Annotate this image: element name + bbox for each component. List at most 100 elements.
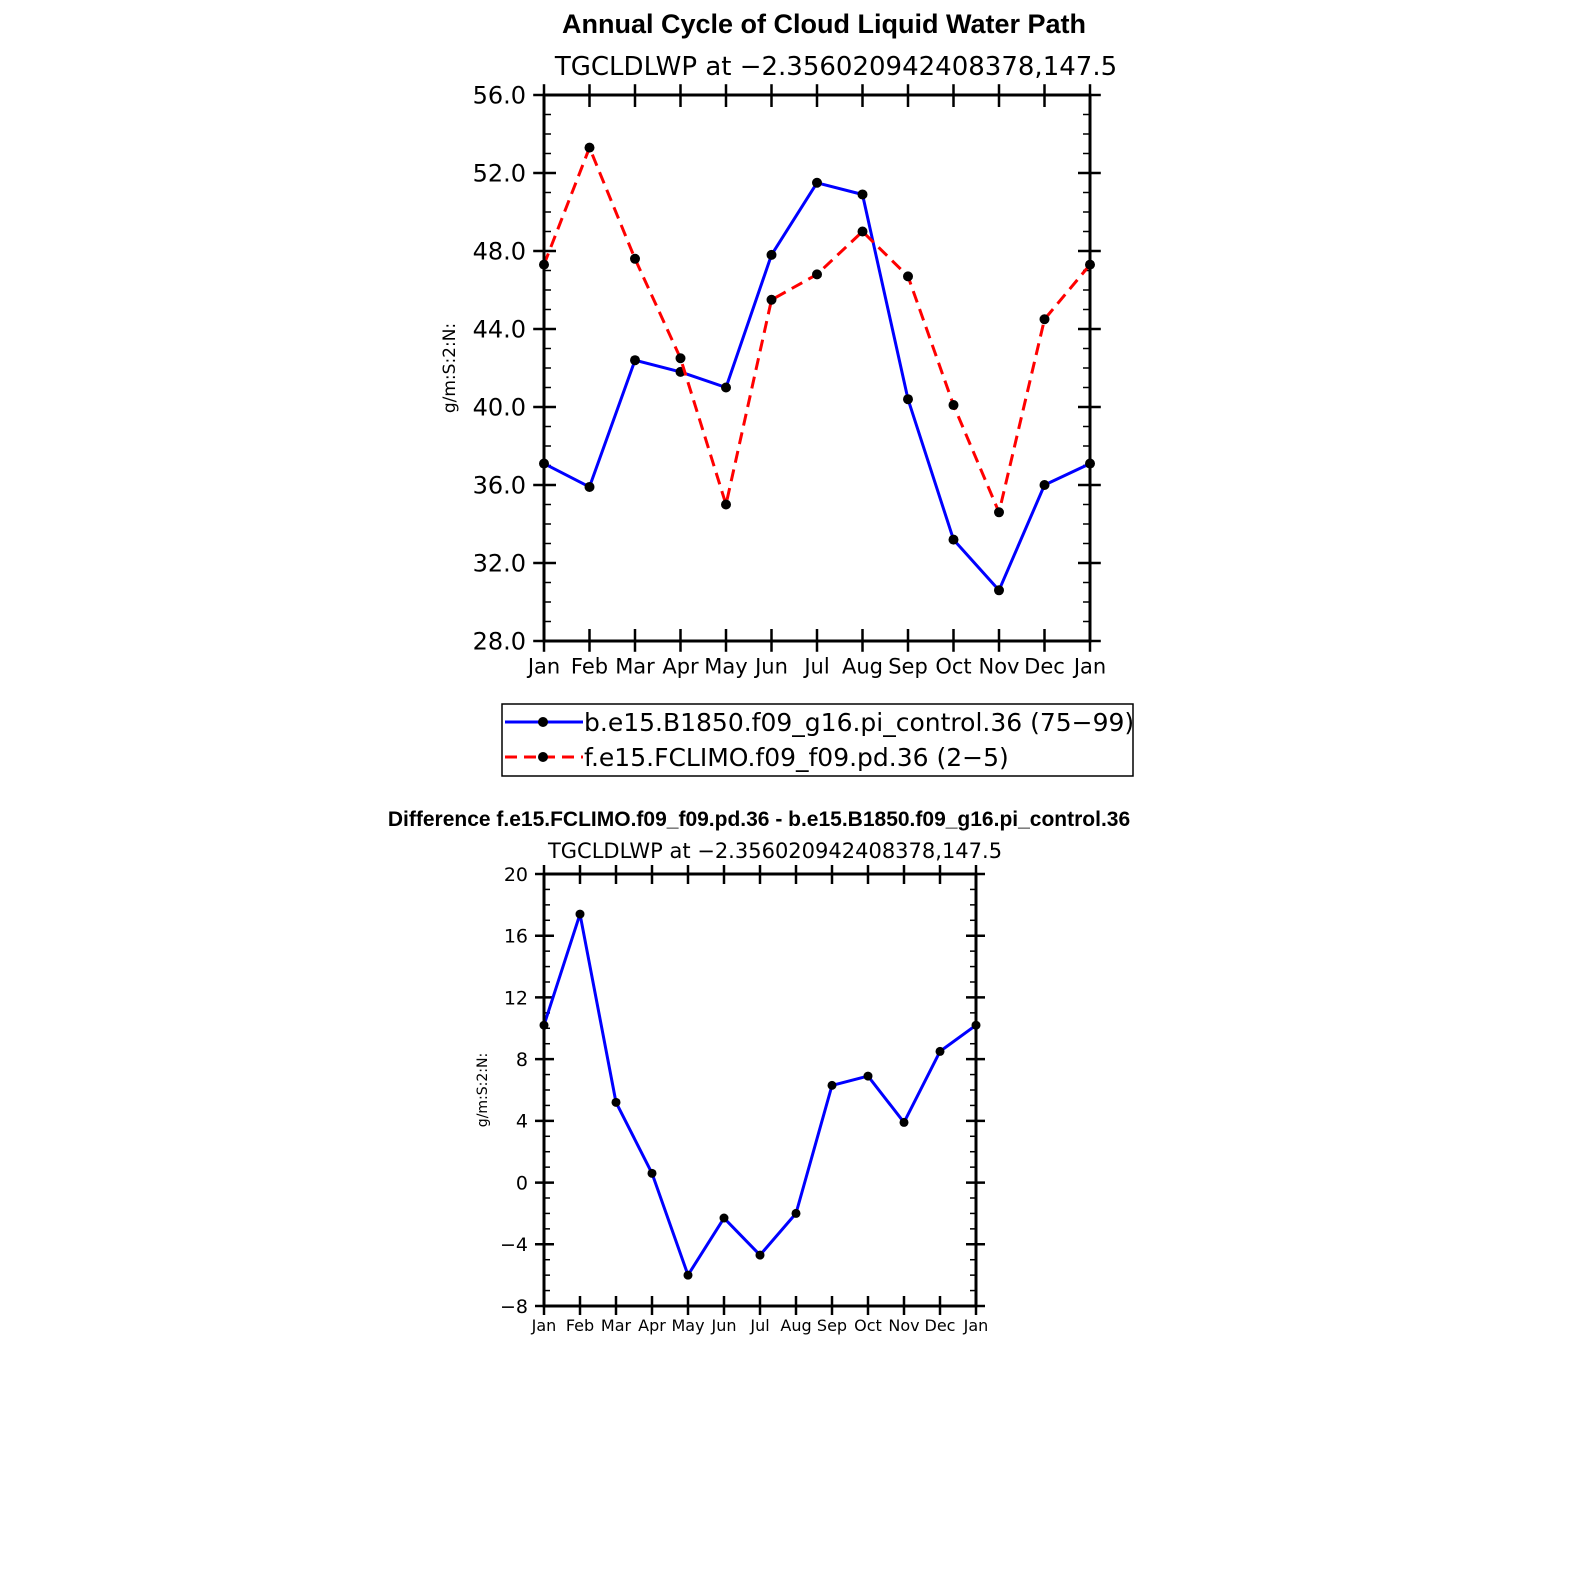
series-1-point — [863, 1071, 873, 1081]
y-tick-label: 16 — [504, 926, 528, 948]
series-2-point — [766, 294, 777, 305]
y-tick-label: 4 — [516, 1111, 528, 1133]
annual-cycle-chart: Annual Cycle of Cloud Liquid Water Path … — [440, 9, 1134, 777]
series-1-point — [647, 1168, 657, 1178]
chart2-subtitle: TGCLDLWP at −2.356020942408378,147.5 — [547, 839, 1002, 863]
series-1-point — [630, 355, 640, 366]
x-tick-label: Feb — [571, 655, 608, 679]
x-tick-label: May — [671, 1316, 704, 1335]
legend-label-series-2: f.e15.FCLIMO.f09_f09.pd.36 (2−5) — [584, 743, 1009, 772]
series-1-point — [994, 585, 1004, 596]
chart1-y-tick-labels: 56.0 52.0 48.0 44.0 40.0 36.0 32.0 28.0 — [473, 82, 526, 656]
y-tick-label: 0 — [516, 1172, 528, 1194]
chart2-series — [539, 909, 981, 1280]
y-tick-label: 20 — [504, 864, 528, 886]
series-1-point — [1039, 480, 1050, 490]
legend-label-series-1: b.e15.B1850.f09_g16.pi_control.36 (75−99… — [584, 708, 1134, 737]
chart1-subtitle: TGCLDLWP at −2.356020942408378,147.5 — [554, 52, 1117, 82]
y-tick-label: 40.0 — [473, 394, 526, 422]
x-tick-label: Jun — [711, 1316, 737, 1335]
x-tick-label: Aug — [842, 655, 883, 679]
series-1-point — [721, 382, 731, 393]
series-1-point — [791, 1208, 801, 1218]
series-2-point — [675, 353, 686, 364]
series-2-point — [1039, 314, 1050, 325]
series-1-point — [755, 1250, 765, 1260]
y-tick-label: 56.0 — [473, 82, 526, 110]
series-1-point — [935, 1046, 945, 1056]
x-tick-label: Jan — [531, 1316, 557, 1335]
x-tick-label: Jan — [1072, 655, 1106, 679]
chart2-y-tick-labels: 20 16 12 8 4 0 −4 −8 — [500, 864, 528, 1318]
y-tick-label: 36.0 — [473, 472, 526, 500]
x-tick-label: Jan — [963, 1316, 989, 1335]
series-2-point — [630, 253, 640, 264]
series-1-point — [903, 394, 913, 405]
series-1-point — [683, 1270, 693, 1280]
chart2-x-tick-labels: Jan Feb Mar Apr May Jun Jul Aug Sep Oct Nov Dec Jan — [531, 1316, 989, 1335]
x-tick-label: Apr — [638, 1316, 666, 1335]
x-tick-label: Oct — [854, 1316, 882, 1335]
x-tick-label: Sep — [888, 655, 928, 679]
x-tick-label: Oct — [935, 655, 971, 679]
y-tick-label: 28.0 — [473, 628, 526, 656]
y-tick-label: 52.0 — [473, 160, 526, 188]
series-1-point — [948, 534, 959, 545]
x-tick-label: Jul — [749, 1316, 769, 1335]
series-2-point — [721, 499, 731, 510]
chart2-title: Difference f.e15.FCLIMO.f09_f09.pd.36 - … — [388, 808, 1130, 831]
x-tick-label: Dec — [925, 1316, 956, 1335]
series-1-point — [766, 249, 777, 260]
series-2-point — [903, 271, 913, 282]
x-tick-label: Jan — [526, 655, 560, 679]
chart1-series — [539, 142, 1095, 596]
chart1-ylabel: g/m:S:2:N: — [440, 323, 460, 413]
x-tick-label: May — [704, 655, 747, 679]
legend-box — [501, 703, 1134, 777]
x-tick-label: Mar — [601, 1316, 632, 1335]
series-2-point — [812, 269, 822, 280]
series-1-point — [899, 1117, 909, 1127]
x-tick-label: Apr — [662, 655, 699, 679]
chart1-ticks — [533, 84, 1101, 652]
series-1-point — [812, 177, 822, 188]
x-tick-label: Mar — [615, 655, 655, 679]
x-tick-label: Nov — [979, 655, 1020, 679]
chart2-ticks — [535, 865, 985, 1315]
y-tick-label: 32.0 — [473, 550, 526, 578]
chart1-x-tick-labels: Jan Feb Mar Apr May Jun Jul Aug Sep Oct Nov Dec Jan — [526, 655, 1106, 679]
y-tick-label: 12 — [504, 987, 528, 1009]
chart2-ylabel: g/m:S:2:N: — [475, 1053, 491, 1127]
y-tick-label: 44.0 — [473, 316, 526, 344]
series-1-point — [575, 909, 585, 919]
series-1-point — [857, 189, 868, 200]
x-tick-label: Feb — [566, 1316, 594, 1335]
y-tick-label: −4 — [500, 1234, 528, 1256]
chart1-plot-frame — [542, 93, 1092, 643]
x-tick-label: Dec — [1024, 655, 1065, 679]
series-2-point — [948, 400, 959, 411]
legend-marker-series-2 — [538, 752, 548, 762]
chart1-title: Annual Cycle of Cloud Liquid Water Path — [562, 9, 1086, 39]
difference-chart: Difference f.e15.FCLIMO.f09_f09.pd.36 - … — [388, 808, 1130, 1335]
series-1-point — [719, 1213, 729, 1223]
y-tick-label: −8 — [500, 1296, 528, 1318]
series-line-1 — [543, 181, 1091, 592]
x-tick-label: Nov — [888, 1316, 919, 1335]
series-1-point — [584, 481, 595, 492]
series-line-1 — [542, 912, 977, 1277]
chart2-plot-frame — [542, 872, 978, 1308]
series-2-point — [584, 142, 595, 153]
x-tick-label: Aug — [780, 1316, 811, 1335]
series-1-point — [827, 1080, 837, 1090]
x-tick-label: Jun — [753, 655, 788, 679]
legend-marker-series-1 — [538, 717, 548, 727]
series-2-point — [994, 507, 1004, 518]
y-tick-label: 48.0 — [473, 238, 526, 266]
chart1-legend: b.e15.B1850.f09_g16.pi_control.36 (75−99… — [501, 703, 1134, 777]
series-2-point — [857, 226, 868, 237]
x-tick-label: Jul — [802, 655, 829, 679]
y-tick-label: 8 — [516, 1049, 528, 1071]
x-tick-label: Sep — [817, 1316, 847, 1335]
